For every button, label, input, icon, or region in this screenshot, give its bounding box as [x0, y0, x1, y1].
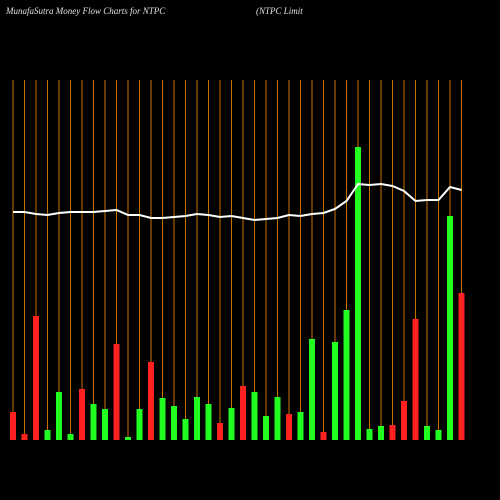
bar	[343, 310, 350, 440]
bar	[148, 362, 154, 440]
bar	[56, 392, 62, 440]
bar	[67, 434, 74, 440]
bar	[205, 404, 212, 440]
bar	[217, 423, 223, 440]
bar	[274, 397, 281, 440]
bar	[320, 432, 327, 440]
chart-subtitle: (NTPC Limit	[256, 6, 303, 16]
bar	[332, 342, 338, 440]
bar	[44, 430, 51, 440]
bar	[136, 409, 143, 440]
bar	[33, 316, 39, 440]
bar	[228, 408, 235, 440]
money-flow-line	[13, 182, 462, 222]
bar	[458, 293, 465, 440]
bar	[240, 386, 246, 440]
bar	[251, 392, 258, 440]
bar	[159, 398, 166, 440]
bar	[378, 426, 384, 440]
bar	[389, 425, 396, 440]
bar	[171, 406, 177, 440]
bar	[90, 404, 97, 440]
bar	[401, 401, 407, 440]
bar	[286, 414, 292, 440]
bar	[412, 319, 419, 440]
bar	[182, 419, 189, 440]
chart-title: MunafaSutra Money Flow Charts for NTPC	[5, 6, 166, 16]
bar	[297, 412, 304, 440]
bar	[113, 344, 120, 440]
bar	[366, 429, 373, 440]
bar	[194, 397, 200, 440]
bar	[447, 216, 453, 440]
bar	[10, 412, 16, 440]
bar	[435, 430, 442, 440]
bar	[355, 147, 361, 440]
bar	[424, 426, 430, 440]
bar	[21, 434, 28, 440]
bar	[309, 339, 315, 440]
bar	[263, 416, 269, 440]
bar	[79, 389, 85, 440]
bar	[125, 437, 131, 440]
bar	[102, 409, 108, 440]
